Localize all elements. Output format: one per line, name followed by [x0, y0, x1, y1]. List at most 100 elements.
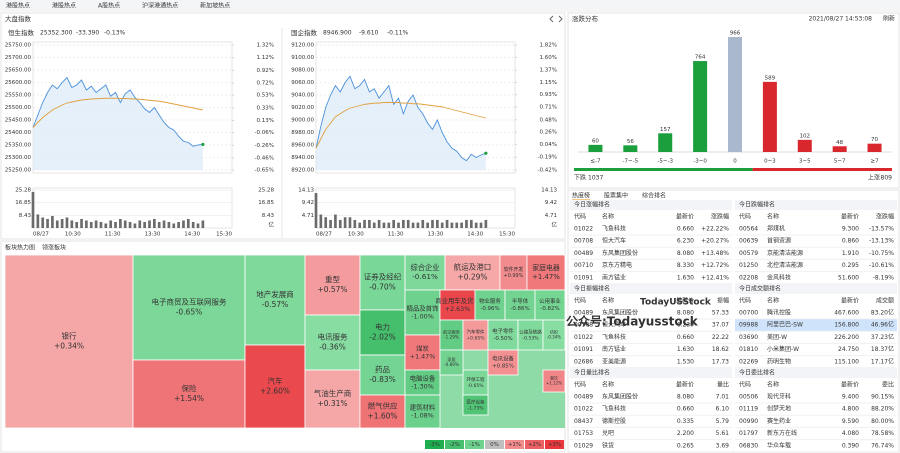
cell[interactable]: 东风集团股份	[602, 393, 638, 401]
cell[interactable]: 京东方精电	[602, 261, 632, 269]
tab[interactable]: 港股热点	[6, 2, 30, 10]
heatmap-cell[interactable]	[517, 319, 544, 351]
heatmap-cell[interactable]	[244, 254, 306, 346]
cell[interactable]: 首钢资源	[767, 237, 791, 245]
y2-tick-label: 0.26%	[540, 130, 557, 136]
volume-unit: 亿	[551, 221, 557, 229]
cell[interactable]: 东风集团股份	[602, 309, 638, 317]
cell[interactable]: 京能清洁能源	[767, 249, 803, 257]
ranking-tab[interactable]: 热度榜	[572, 192, 590, 200]
heatmap-cell[interactable]	[244, 344, 306, 429]
cell[interactable]: 亚美能源	[602, 357, 626, 365]
cell[interactable]: 药明生物	[767, 357, 791, 365]
heatmap-cell[interactable]	[404, 369, 441, 396]
ranking-tab[interactable]: 股票集中	[604, 192, 628, 200]
up-bar	[752, 168, 892, 171]
heatmap-cell[interactable]	[404, 289, 441, 336]
tab[interactable]: 港股热点	[52, 2, 76, 10]
heatmap-cell[interactable]	[504, 289, 536, 321]
cell: +12.72%	[701, 262, 729, 269]
column-header: 代码	[574, 297, 586, 305]
volume-bar	[191, 221, 195, 228]
cell[interactable]: 恒大汽车	[602, 321, 626, 329]
cell: 226.200	[834, 334, 859, 341]
line	[315, 75, 487, 162]
heatmap-cell[interactable]	[4, 254, 134, 429]
tab[interactable]: 新加坡热点	[200, 2, 230, 10]
heatmap-cell[interactable]	[304, 314, 361, 371]
cell[interactable]: 赛生药业	[767, 417, 791, 425]
heatmap-cell[interactable]	[499, 254, 528, 291]
cell: 01022	[574, 334, 593, 341]
cell: 8.330	[677, 262, 694, 269]
heatmap-cell[interactable]	[132, 359, 246, 429]
cell[interactable]: 小米集团-W	[767, 345, 799, 353]
volume-bar	[455, 222, 459, 228]
heatmap-cell[interactable]	[474, 289, 506, 321]
heatmap-cell[interactable]	[304, 254, 361, 316]
heatmap-cell[interactable]	[304, 369, 361, 429]
cell[interactable]: 金风科技	[767, 273, 791, 281]
cell: 6.230	[677, 322, 694, 329]
cell-value: -0.70%	[369, 282, 396, 291]
heatmap-cell[interactable]	[462, 319, 489, 351]
cell[interactable]: 华众车载	[767, 441, 791, 449]
refresh[interactable]: 刷新	[883, 15, 895, 23]
cell[interactable]: 东风集团股份	[602, 249, 638, 257]
heatmap-cell[interactable]	[487, 349, 519, 376]
tab[interactable]: 沪深港通热点	[142, 2, 178, 10]
cell: 0.295	[842, 262, 859, 269]
heatmap-cell[interactable]	[359, 394, 406, 429]
cell[interactable]: 阿里巴巴-SW	[767, 321, 803, 329]
heatmap-cell[interactable]	[487, 319, 519, 351]
cell[interactable]: 郑煤机	[767, 225, 785, 233]
cell[interactable]: 现代牙科	[767, 393, 791, 401]
cell: 5.79	[716, 418, 730, 425]
cell[interactable]: 德斯控股	[602, 417, 626, 425]
heatmap-cell[interactable]	[359, 254, 406, 311]
volume-bar	[94, 220, 98, 228]
heatmap-cell[interactable]	[542, 319, 566, 351]
cell[interactable]: 铁货	[602, 441, 614, 449]
cell[interactable]: 飞鱼科技	[602, 225, 626, 233]
cell[interactable]: 飞鱼科技	[602, 405, 626, 413]
heatmap-cell[interactable]	[462, 394, 489, 416]
volume-bar	[426, 222, 429, 228]
cell[interactable]: 北控清洁能源	[767, 261, 803, 269]
cell-name: 煤炭	[416, 343, 429, 352]
cell[interactable]: 南方锰业	[602, 273, 626, 281]
cell[interactable]: 南方锰业	[602, 345, 626, 353]
heatmap-cell[interactable]	[534, 289, 566, 321]
heatmap-cell[interactable]	[526, 254, 566, 291]
y-tick-label: 8940.00	[291, 155, 314, 161]
heatmap-cell[interactable]	[404, 334, 441, 371]
cell[interactable]: 恒大汽车	[602, 237, 626, 245]
heatmap-cell[interactable]	[359, 354, 406, 396]
heatmap-cell[interactable]	[444, 254, 501, 291]
cell: 8.080	[677, 310, 694, 317]
heatmap-tab[interactable]: 领涨板块	[42, 244, 66, 252]
cell-value: -0.34%	[547, 335, 561, 340]
cell[interactable]: 兑吧	[602, 429, 614, 437]
bar-label: 60	[592, 138, 599, 144]
cell: 51.600	[838, 274, 859, 281]
pager-arrows[interactable]	[549, 15, 563, 23]
heatmap-cell[interactable]	[439, 349, 464, 376]
cell-value: +0.99%	[504, 273, 524, 279]
cell[interactable]: 美团-W	[767, 333, 787, 341]
heatmap-cell[interactable]	[439, 289, 476, 321]
ranking-tab[interactable]: 综合排名	[642, 192, 666, 200]
heatmap-cell[interactable]	[359, 309, 406, 356]
cell[interactable]: 新东方在线	[767, 429, 797, 437]
cell[interactable]: 腾讯控股	[767, 309, 791, 317]
heatmap-cell[interactable]	[404, 254, 446, 291]
heatmap-cell[interactable]	[542, 369, 566, 393]
table-title: 今日跌幅排名	[739, 201, 775, 209]
cell[interactable]: 创梦天地	[767, 405, 791, 413]
cell: 0.660	[677, 226, 694, 233]
cell-value: +0.85%	[492, 364, 514, 370]
tab[interactable]: A股热点	[98, 2, 120, 10]
heatmap-cell[interactable]	[404, 394, 441, 429]
legend-swatch	[545, 440, 564, 449]
cell[interactable]: 飞鱼科技	[602, 333, 626, 341]
